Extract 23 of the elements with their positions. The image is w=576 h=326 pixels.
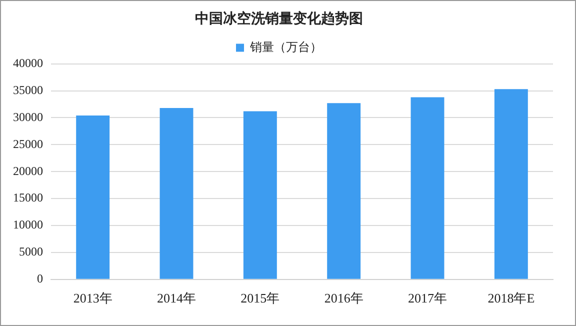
y-tick-label: 35000 [13, 82, 43, 97]
y-tick-label: 0 [37, 272, 43, 286]
y-tick-label: 10000 [13, 218, 43, 232]
y-tick-label: 30000 [13, 110, 43, 124]
bar [243, 111, 277, 279]
bar [327, 103, 361, 279]
chart-title: 中国冰空洗销量变化趋势图 [195, 10, 363, 28]
x-tick-label: 2018年E [488, 290, 535, 306]
bar [160, 108, 194, 279]
y-tick-label: 40000 [13, 56, 43, 70]
bar [494, 89, 528, 279]
y-tick-label: 15000 [13, 190, 43, 205]
y-tick-label: 5000 [19, 244, 43, 259]
bar [410, 97, 444, 279]
bar [76, 116, 110, 279]
x-tick-label: 2013年 [73, 290, 112, 306]
y-tick-label: 25000 [13, 136, 43, 151]
legend-label: 销量（万台） [249, 40, 322, 54]
x-tick-label: 2014年 [157, 290, 196, 306]
y-tick-label: 20000 [13, 164, 43, 178]
x-tick-label: 2016年 [324, 290, 364, 306]
x-tick-label: 2017年 [408, 290, 447, 306]
x-tick-label: 2015年 [240, 290, 280, 306]
